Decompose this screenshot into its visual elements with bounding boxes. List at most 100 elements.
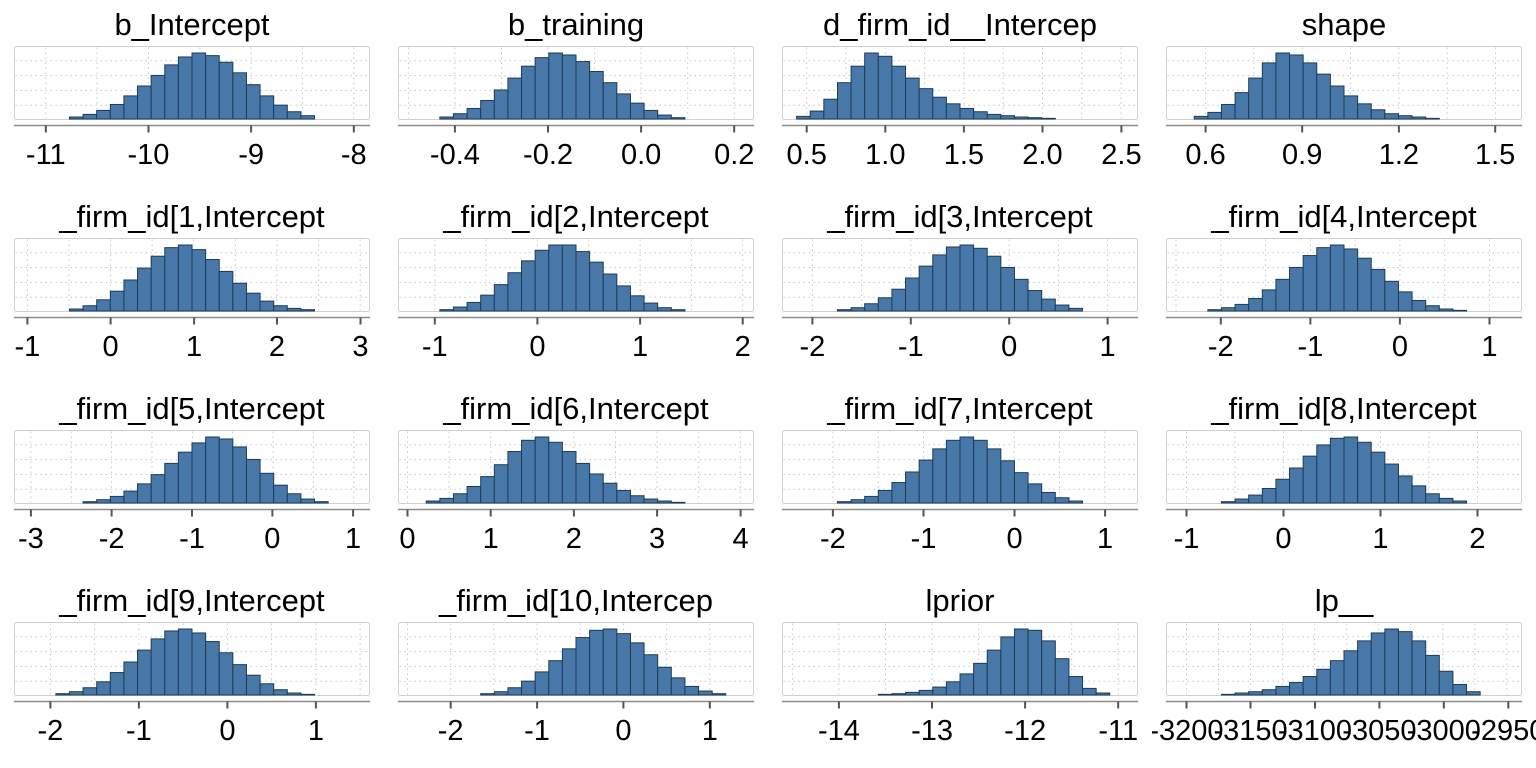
x-tick-label: 0 [399, 523, 416, 555]
histogram-panel: d_firm_id__Intercep 0.5 1.0 1.5 2.0 2.5 [768, 0, 1152, 192]
x-axis [1166, 124, 1522, 133]
x-tick-labels: -3200-3150-3100-3050-3000-2950 [1152, 715, 1536, 753]
histogram-bars [68, 244, 316, 312]
x-tick-label: -0.4 [429, 139, 480, 171]
x-tick-label: -11 [25, 139, 66, 171]
histogram-plot [1166, 430, 1522, 517]
x-tick-label: -2 [437, 715, 464, 747]
x-tick-label: -3100 [1277, 715, 1353, 747]
x-tick-label: 2 [1469, 523, 1486, 555]
x-tick-label: 1 [631, 331, 649, 363]
x-tick-label: -10 [127, 139, 170, 171]
panel-title: _firm_id[6,Intercept [443, 391, 709, 426]
panel-title: b_training [507, 7, 645, 42]
x-tick-label: 0 [219, 715, 236, 747]
x-tick-label: 1 [1099, 331, 1116, 363]
x-axis [782, 316, 1138, 325]
histogram-plot [14, 622, 370, 709]
x-axis [14, 124, 370, 133]
x-tick-labels: -14 -13 -12 -11 [782, 715, 1139, 753]
histogram-plot [782, 622, 1138, 709]
x-tick-label: 0 [529, 331, 546, 363]
histogram-panel: shape 0.6 0.9 1.2 1.5 [1152, 0, 1536, 192]
x-axis [14, 508, 370, 517]
x-axis [398, 508, 754, 517]
x-tick-label: 0.0 [620, 139, 662, 171]
x-tick-label: -1 [910, 523, 937, 555]
x-axis [398, 700, 754, 709]
histogram-bars [877, 628, 1111, 696]
histogram-panel: _firm_id[5,Intercept -3 -2 -1 0 1 [0, 384, 384, 576]
panel-title: d_firm_id__Intercep [823, 7, 1097, 42]
histogram-plot [1166, 46, 1522, 133]
histogram-bars [796, 52, 1056, 120]
x-tick-label: 1 [701, 715, 718, 747]
x-tick-labels: -2 -1 0 1 [782, 523, 1138, 561]
panel-title: _firm_id[4,Intercept [1211, 199, 1477, 234]
histogram-panel: _firm_id[10,Intercep -2 -1 0 1 [384, 576, 768, 768]
panel-title: b_Intercept [114, 7, 270, 42]
panel-title: _firm_id[7,Intercept [827, 391, 1093, 426]
x-axis [1166, 700, 1522, 709]
histogram-plot [782, 238, 1138, 325]
x-tick-label: -9 [238, 139, 265, 171]
x-tick-label: -8 [340, 139, 367, 171]
histogram-bars [425, 436, 686, 504]
panel-title: lprior [925, 583, 995, 618]
histogram-plot [398, 46, 754, 133]
x-tick-labels: -3 -2 -1 0 1 [14, 523, 370, 561]
histogram-bars [55, 628, 316, 696]
x-tick-label: 2 [565, 523, 582, 555]
panel-title: _firm_id[8,Intercept [1211, 391, 1477, 426]
histogram-bars [1207, 244, 1468, 312]
x-tick-label: -1 [524, 715, 550, 747]
panel-title: _firm_id[1,Intercept [59, 199, 325, 234]
x-tick-label: -0.2 [523, 139, 574, 171]
x-tick-label: 1 [344, 523, 362, 555]
x-axis [398, 316, 754, 325]
x-axis [782, 700, 1138, 709]
x-tick-label: 1 [307, 715, 324, 747]
histogram-panel: _firm_id[9,Intercept -2 -1 0 1 [0, 576, 384, 768]
x-tick-labels: -2 -1 0 1 [1166, 331, 1522, 369]
histogram-bars [1220, 628, 1481, 696]
x-tick-label: 2 [268, 331, 286, 363]
x-tick-label: 2.5 [1101, 139, 1142, 171]
x-tick-label: 1.5 [943, 139, 985, 171]
x-tick-label: -1 [421, 331, 448, 363]
histogram-bars [82, 436, 329, 504]
x-tick-labels: 0.6 0.9 1.2 1.5 [1166, 139, 1522, 177]
histogram-bars [439, 52, 686, 120]
x-tick-labels: -1 0 1 2 [398, 331, 754, 369]
x-tick-label: 0.5 [786, 139, 827, 171]
x-tick-label: -2 [799, 331, 826, 363]
x-tick-labels: -2 -1 0 1 [398, 715, 754, 753]
x-tick-label: -1 [1297, 331, 1324, 363]
histogram-bars [439, 244, 686, 312]
x-tick-label: 0 [102, 331, 119, 363]
x-tick-label: 0 [264, 523, 281, 555]
x-axis [1166, 316, 1522, 325]
x-tick-label: 2.0 [1022, 139, 1063, 171]
histogram-bars [1220, 436, 1468, 504]
histogram-plot [398, 238, 754, 325]
x-tick-label: -11 [1098, 715, 1139, 747]
x-tick-label: 0.9 [1282, 139, 1323, 171]
histogram-plot [14, 430, 370, 517]
x-axis [782, 124, 1138, 133]
x-axis [398, 124, 754, 133]
histogram-plot [14, 46, 370, 133]
panel-title: _firm_id[5,Intercept [59, 391, 325, 426]
x-tick-label: -3 [18, 523, 44, 555]
x-tick-label: -1 [897, 331, 924, 363]
x-tick-label: -1 [14, 331, 41, 363]
x-tick-labels: -1 0 1 2 3 [14, 331, 370, 369]
x-tick-label: 0 [615, 715, 632, 747]
x-tick-label: -2 [37, 715, 64, 747]
x-tick-label: -13 [911, 715, 953, 747]
panel-title: _firm_id[9,Intercept [59, 583, 325, 618]
x-tick-label: -12 [1004, 715, 1047, 747]
x-tick-label: -2950 [1471, 715, 1536, 747]
x-tick-label: 0 [1391, 331, 1408, 363]
histogram-bars [836, 436, 1084, 504]
